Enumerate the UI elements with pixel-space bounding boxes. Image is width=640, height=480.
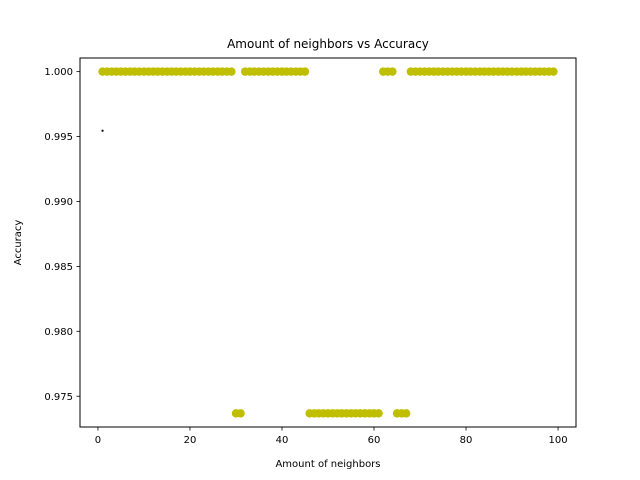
data-point-marker <box>101 129 104 132</box>
x-axis-label: Amount of neighbors <box>275 459 380 470</box>
data-point <box>549 67 558 76</box>
y-tick-label: 0.995 <box>44 132 73 143</box>
data-point <box>374 409 383 418</box>
data-point <box>227 67 236 76</box>
y-axis-label: Accuracy <box>13 220 24 266</box>
y-tick-label: 0.985 <box>44 262 73 273</box>
x-tick-label: 60 <box>368 435 381 446</box>
y-tick-label: 0.990 <box>44 197 73 208</box>
x-tick-label: 80 <box>460 435 473 446</box>
y-tick-label: 0.975 <box>44 392 73 403</box>
points-layer <box>98 67 558 418</box>
data-point <box>402 409 411 418</box>
plot-frame <box>79 57 577 428</box>
data-point <box>300 67 310 76</box>
data-point <box>388 67 397 76</box>
y-tick-label: 1.000 <box>44 67 73 78</box>
x-axis-ticks: 0 20 40 60 80 100 <box>95 427 568 446</box>
y-tick-label: 0.980 <box>44 327 73 338</box>
y-axis-ticks: 0.975 0.980 0.985 0.990 0.995 1.000 <box>44 67 80 403</box>
x-tick-label: 40 <box>276 435 289 446</box>
data-point <box>236 409 245 418</box>
x-tick-label: 100 <box>549 435 568 446</box>
x-tick-label: 0 <box>95 435 101 446</box>
chart-title: Amount of neighbors vs Accuracy <box>227 37 429 51</box>
x-tick-label: 20 <box>184 435 197 446</box>
